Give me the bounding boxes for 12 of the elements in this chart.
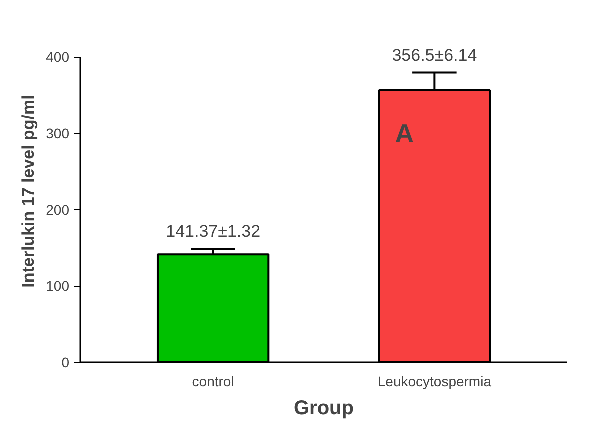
y-tick-label: 0: [62, 354, 70, 370]
y-tick-label: 100: [46, 278, 70, 294]
x-tick-label: control: [192, 374, 234, 390]
annotation: A: [395, 118, 414, 148]
y-tick-label: 400: [46, 49, 70, 66]
data-label: 141.37±1.32: [166, 222, 261, 242]
y-axis-title: Interlukin 17 level pg/ml: [19, 95, 38, 288]
y-tick-label: 300: [46, 125, 70, 142]
x-axis-title: Group: [294, 398, 354, 420]
data-label: 356.5±6.14: [392, 46, 478, 65]
x-tick-label: Leukocytospermia: [378, 374, 492, 390]
y-tick-label: 200: [46, 202, 70, 218]
